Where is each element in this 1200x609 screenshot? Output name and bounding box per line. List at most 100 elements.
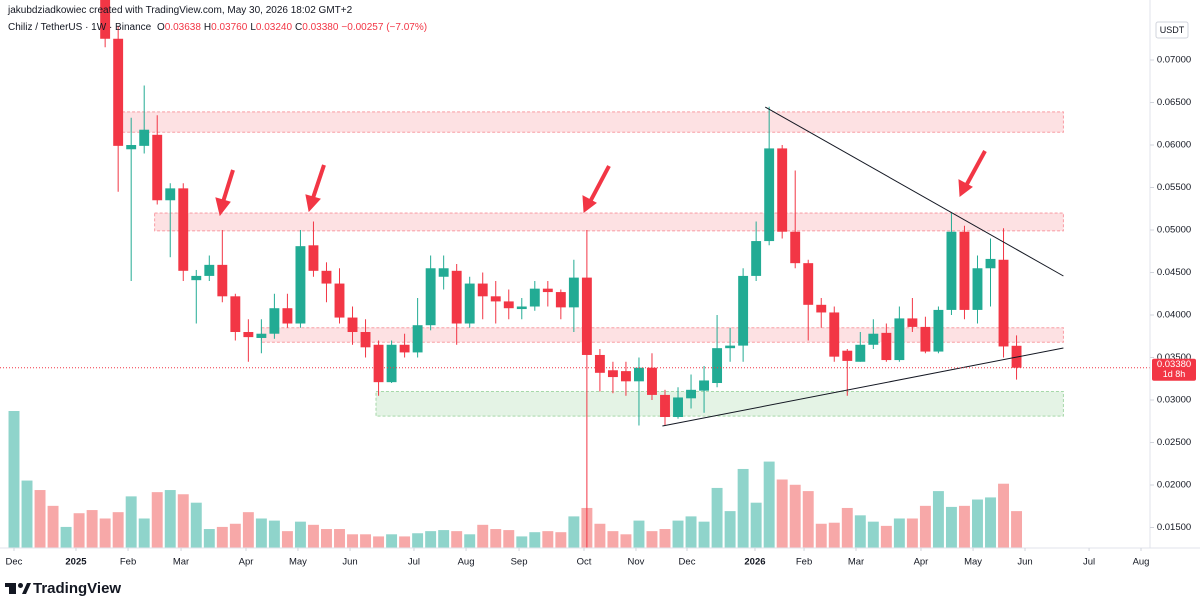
arrow-head [215,197,231,217]
volume-bar [294,521,306,548]
volume-bar [34,490,46,548]
volume-bar [8,411,20,548]
volume-bar [750,502,762,548]
x-tick-label: Sep [511,557,528,568]
zone [154,212,1064,232]
volume-bar [698,521,710,548]
candle-body [347,317,358,333]
countdown: 1d 8h [1163,369,1186,379]
candle-body [204,264,215,276]
volume-bar [60,526,72,548]
volume-bar [620,534,632,548]
candle-body [399,344,410,353]
volume-bar [815,523,827,548]
candle-body [373,344,384,383]
volume-bar [985,497,996,548]
candle-body [126,145,137,150]
volume-bar [867,521,879,548]
volume-bar [711,487,723,548]
volume-bar [776,479,788,548]
volume-bar [503,530,515,548]
volume-bar [1011,511,1023,548]
volume-bar [607,531,619,548]
volume-bar [998,483,1009,548]
x-tick-label: Jun [342,557,357,568]
arrow-head [305,194,321,213]
y-tick-label: 0.02500 [1157,437,1191,448]
arrow [221,169,235,203]
candle-body [751,241,762,276]
logo-part [5,583,16,587]
volume-bar [841,507,853,548]
volume-bar [802,491,814,548]
volume-bar [672,520,684,548]
candle-body [699,380,710,391]
volume-bar [568,516,580,548]
candle-body [256,333,267,338]
arrow [965,150,987,185]
x-tick-label: Apr [239,557,254,568]
volume-bar [138,518,150,548]
y-tick-label: 0.04000 [1157,310,1191,321]
volume-bar [906,518,918,548]
volume-bar [125,496,137,548]
y-tick-label: 0.03000 [1157,395,1191,406]
volume-bar [373,536,385,548]
candle-body [842,350,853,361]
candle-body [386,344,397,383]
legend-value: 0.03760 [211,22,248,33]
logo-part [9,583,16,594]
volume-bar [268,520,280,548]
x-tick-label: Mar [173,557,189,568]
x-tick-label: Nov [628,557,645,568]
currency-box [1155,21,1189,39]
y-tick-label: 0.01500 [1157,522,1191,533]
legend-key: H [203,22,212,33]
x-tick-label: Dec [6,557,23,568]
volume-bar [307,524,319,548]
candle-body [581,277,592,355]
candle-body [607,370,618,378]
y-tick-label: 0.05000 [1157,225,1191,236]
candle-body [764,148,775,242]
x-tick-label: Oct [577,557,592,568]
x-tick-label: 2025 [65,557,87,568]
candle-body [113,38,124,146]
volume-bar [972,499,983,548]
candle-body [959,231,970,310]
plot-area [0,0,1150,548]
candle-body [555,292,566,308]
x-tick-label: Mar [848,557,864,568]
zone [121,111,1064,133]
volume-bar [854,515,866,548]
candle-body [738,275,749,346]
volume-bar [164,490,176,548]
candle-body [568,277,579,308]
x-tick-label: Jun [1017,557,1032,568]
volume-bar [360,534,372,548]
volume-bar [646,531,658,548]
volume-bar [919,505,931,548]
candle-body [777,148,788,232]
attribution: jakubdziadkowiec created with TradingVie… [8,5,353,16]
symbol: Chiliz / TetherUS · 1W · Binance [8,22,152,33]
legend-value: 0.03638 [164,22,201,33]
candle-body [165,188,176,201]
x-tick-label: May [289,557,307,568]
x-tick-label: Dec [679,557,696,568]
volume-bar [932,491,944,548]
volume-bar [255,518,267,548]
candle-body [816,304,827,313]
candle-body [855,344,866,362]
volume-bar [321,529,332,548]
candle-body [529,288,540,307]
x-tick-label: Aug [458,557,475,568]
y-tick-label: 0.03500 [1157,352,1191,363]
arrow-head [582,195,597,213]
candle-body [868,333,879,345]
logo-part [22,583,31,594]
trend-line [662,347,1064,427]
y-tick-label: 0.04500 [1157,267,1191,278]
